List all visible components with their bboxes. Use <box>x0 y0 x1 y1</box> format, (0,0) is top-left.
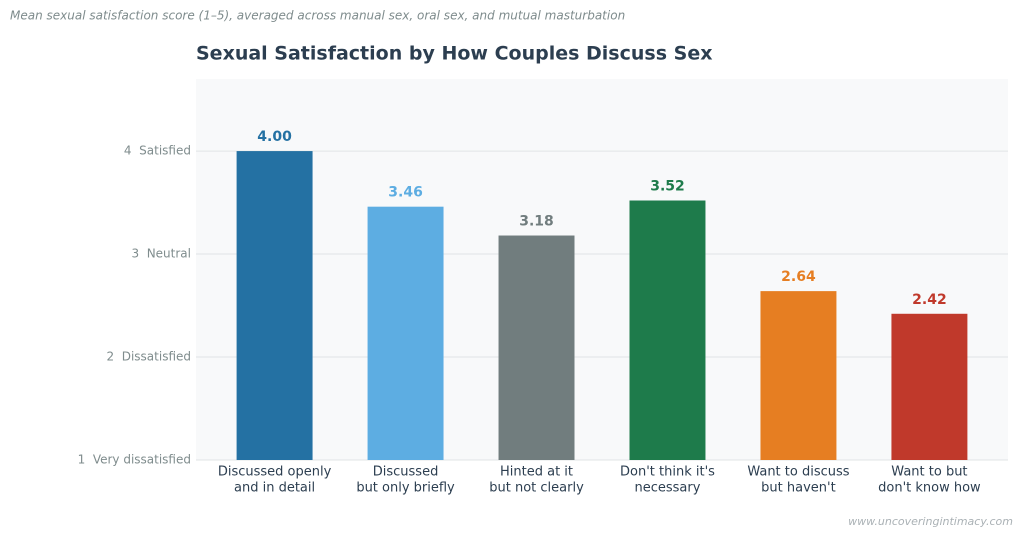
x-tick-label: Don't think it's <box>620 465 715 480</box>
value-label: 2.42 <box>912 292 947 308</box>
source: www.uncoveringintimacy.com <box>848 515 1013 528</box>
x-tick-label: Want to but <box>891 465 967 480</box>
x-tick-label: necessary <box>635 481 701 496</box>
x-tick-label: but haven't <box>761 481 836 496</box>
y-tick-label: 1 Very dissatisfied <box>78 453 191 467</box>
y-tick-label: 3 Neutral <box>131 247 191 261</box>
x-tick-label: Discussed openly <box>218 465 332 480</box>
bar <box>891 313 968 460</box>
bar <box>367 206 444 460</box>
x-tick-label: Hinted at it <box>500 465 573 480</box>
bar <box>629 200 706 460</box>
value-label: 2.64 <box>781 269 816 285</box>
value-label: 3.52 <box>650 179 685 195</box>
x-tick-label: and in detail <box>234 481 315 496</box>
value-label: 3.46 <box>388 185 423 201</box>
x-tick-label: but not clearly <box>489 481 584 496</box>
chart-subtitle: Mean sexual satisfaction score (1–5), av… <box>10 9 625 23</box>
y-tick-label: 4 Satisfied <box>124 144 191 158</box>
x-tick-label: but only briefly <box>356 481 455 496</box>
value-label: 4.00 <box>257 129 292 145</box>
x-tick-label: don't know how <box>878 481 981 496</box>
x-tick-label: Want to discuss <box>747 465 849 480</box>
chart-title: Sexual Satisfaction by How Couples Discu… <box>196 43 712 65</box>
x-tick-label: Discussed <box>373 465 439 480</box>
bar <box>498 235 575 460</box>
value-label: 3.18 <box>519 214 554 230</box>
bar <box>760 291 837 460</box>
y-tick-label: 2 Dissatisfied <box>106 350 191 364</box>
bar <box>236 151 313 460</box>
plot-area <box>196 79 1008 460</box>
